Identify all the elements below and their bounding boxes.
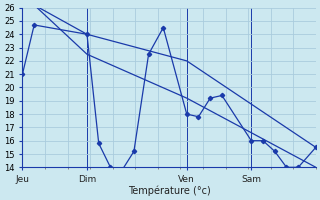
X-axis label: Température (°c): Température (°c): [128, 185, 211, 196]
